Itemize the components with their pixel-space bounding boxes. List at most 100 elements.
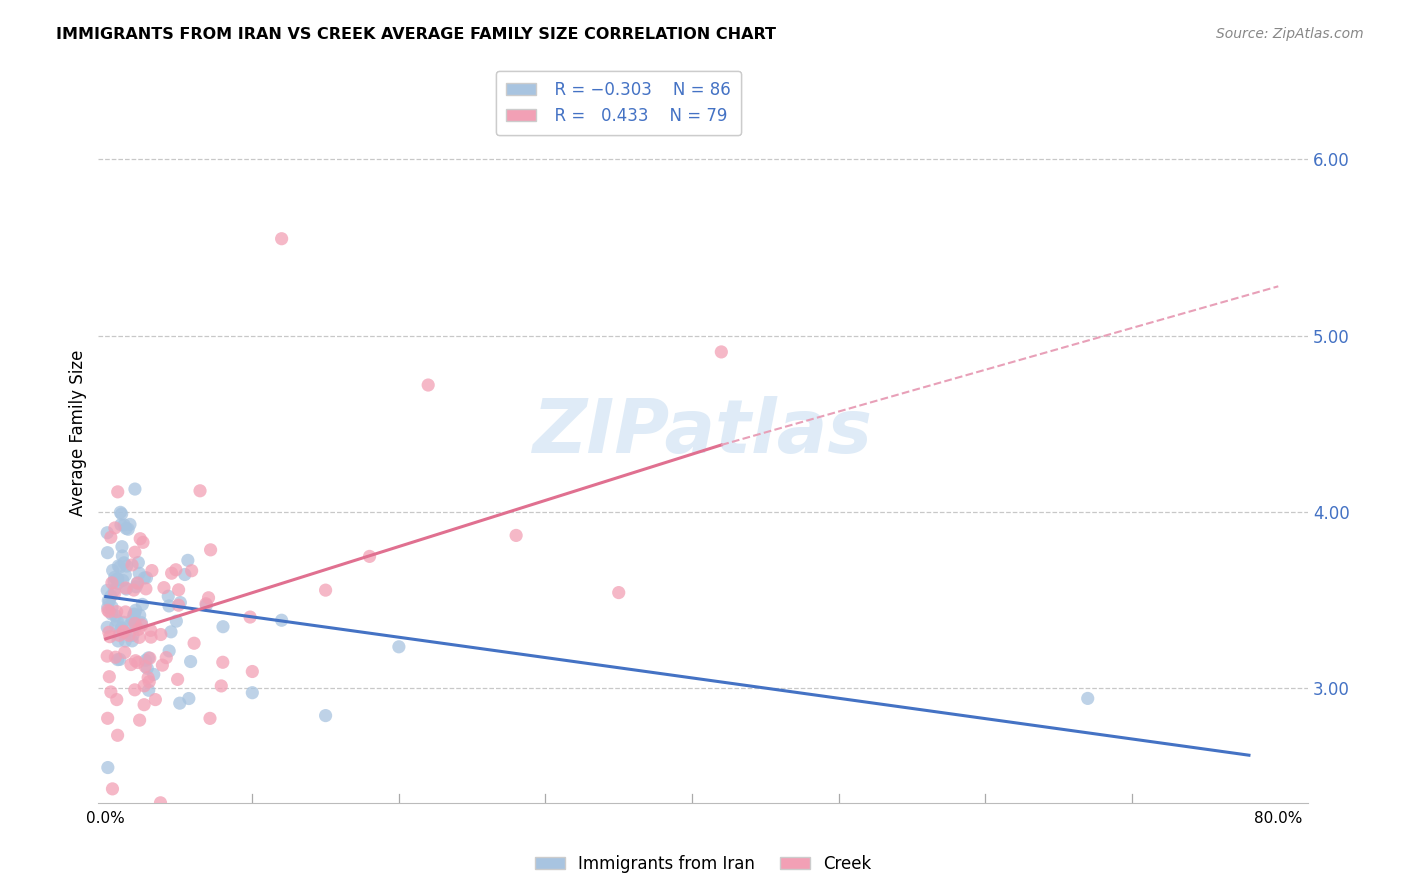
Point xyxy=(197,591,219,605)
Point xyxy=(188,483,211,498)
Point xyxy=(97,625,120,640)
Point xyxy=(135,582,157,596)
Point xyxy=(124,654,146,668)
Point xyxy=(155,650,177,665)
Point xyxy=(134,698,156,712)
Point xyxy=(124,682,146,697)
Legend:   R = −0.303    N = 86,   R =   0.433    N = 79: R = −0.303 N = 86, R = 0.433 N = 79 xyxy=(496,70,741,135)
Point xyxy=(135,653,157,667)
Point xyxy=(101,607,124,622)
Point xyxy=(177,691,200,706)
Point xyxy=(142,667,165,681)
Point xyxy=(125,603,148,617)
Point xyxy=(98,605,121,619)
Point xyxy=(98,594,121,608)
Point xyxy=(104,619,127,633)
Point xyxy=(173,567,195,582)
Point xyxy=(115,521,138,535)
Point xyxy=(710,345,733,359)
Point xyxy=(270,613,292,627)
Point xyxy=(124,616,146,631)
Point xyxy=(112,517,135,532)
Point xyxy=(103,574,125,589)
Point xyxy=(112,615,135,630)
Point xyxy=(98,630,121,644)
Point xyxy=(107,652,129,666)
Point xyxy=(149,627,172,641)
Point xyxy=(211,655,233,669)
Point xyxy=(180,564,202,578)
Point xyxy=(388,640,411,654)
Point xyxy=(180,655,202,669)
Point xyxy=(315,583,337,598)
Point xyxy=(209,679,232,693)
Point xyxy=(111,507,134,521)
Point xyxy=(167,582,190,597)
Point xyxy=(150,658,173,673)
Point xyxy=(149,796,172,810)
Point xyxy=(132,535,155,549)
Point xyxy=(169,596,191,610)
Point xyxy=(96,583,118,598)
Point xyxy=(104,586,127,600)
Point xyxy=(97,760,120,774)
Point xyxy=(127,656,149,670)
Point xyxy=(112,624,135,639)
Text: ZIPatlas: ZIPatlas xyxy=(533,396,873,469)
Point xyxy=(121,633,143,648)
Point xyxy=(104,521,127,535)
Point xyxy=(157,599,180,613)
Point xyxy=(136,671,159,685)
Point xyxy=(166,673,188,687)
Point xyxy=(121,613,143,627)
Point xyxy=(128,631,150,645)
Point xyxy=(128,713,150,727)
Point xyxy=(122,607,145,622)
Point xyxy=(107,572,129,586)
Point xyxy=(96,620,118,634)
Point xyxy=(128,566,150,581)
Point xyxy=(103,582,125,597)
Point xyxy=(105,605,128,619)
Point xyxy=(107,559,129,574)
Point xyxy=(111,621,134,635)
Point xyxy=(97,600,120,615)
Point xyxy=(122,583,145,598)
Point xyxy=(117,522,139,536)
Point xyxy=(165,614,187,628)
Point xyxy=(240,665,263,679)
Point xyxy=(212,620,235,634)
Point xyxy=(200,542,222,557)
Point xyxy=(98,670,121,684)
Point xyxy=(96,649,118,664)
Point xyxy=(167,598,190,612)
Point xyxy=(138,683,160,698)
Point xyxy=(101,600,124,615)
Point xyxy=(97,603,120,617)
Point xyxy=(110,505,132,519)
Point xyxy=(105,614,128,628)
Point xyxy=(139,630,162,644)
Point xyxy=(96,525,118,540)
Point xyxy=(120,657,142,672)
Point xyxy=(110,624,132,638)
Point xyxy=(114,634,136,648)
Point xyxy=(114,605,136,619)
Point xyxy=(183,636,205,650)
Point xyxy=(239,610,262,624)
Point xyxy=(195,597,218,611)
Point xyxy=(111,549,134,563)
Point xyxy=(125,619,148,633)
Point xyxy=(114,645,136,659)
Point xyxy=(157,644,180,658)
Point xyxy=(160,624,183,639)
Point xyxy=(108,560,131,574)
Point xyxy=(270,232,292,246)
Point xyxy=(145,692,167,706)
Point xyxy=(505,528,527,542)
Point xyxy=(127,556,149,570)
Point xyxy=(139,651,162,665)
Point xyxy=(115,582,138,596)
Point xyxy=(115,559,138,574)
Point xyxy=(114,568,136,582)
